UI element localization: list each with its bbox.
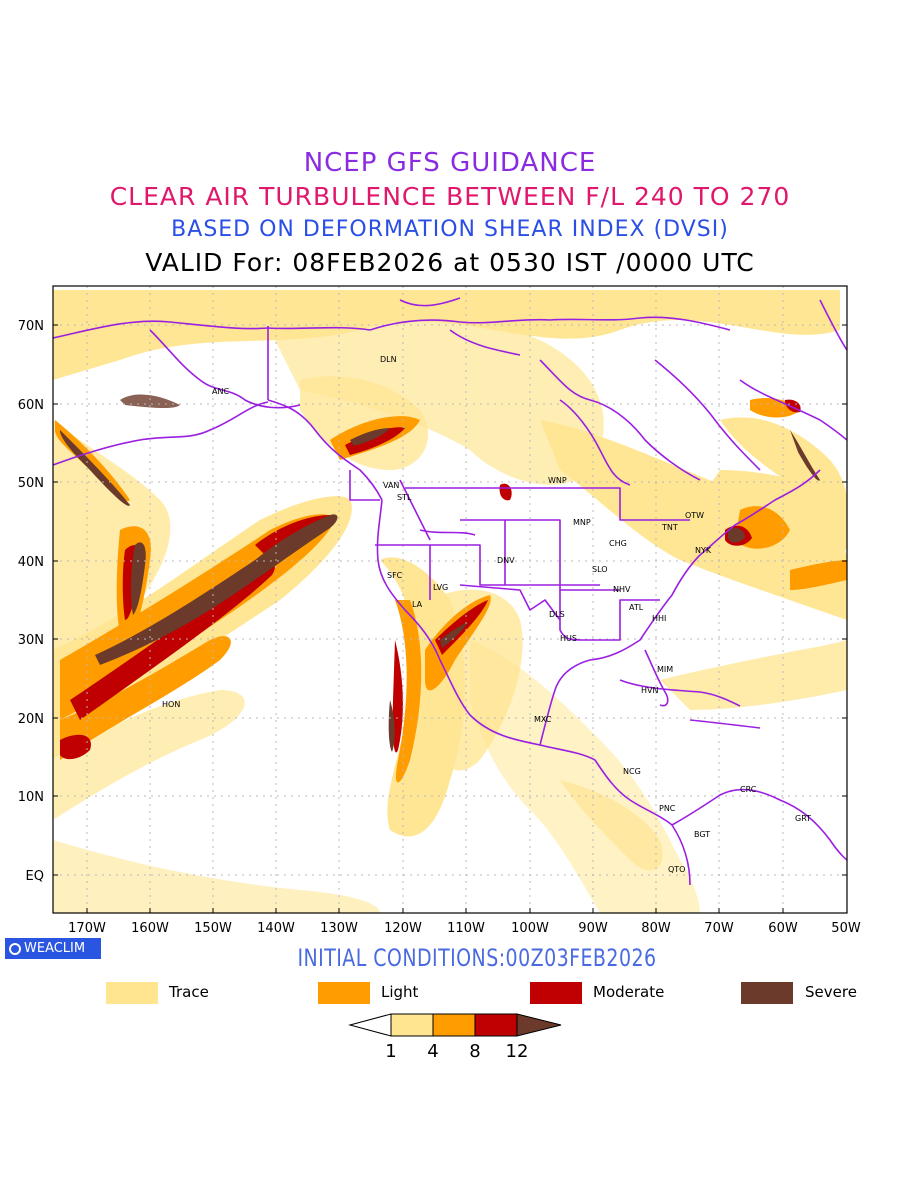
legend-label: Severe — [805, 983, 857, 1001]
station-label: NYK — [695, 546, 712, 555]
lon-label: 160W — [131, 921, 169, 936]
station-label: QTO — [668, 865, 685, 874]
station-label: SFC — [387, 571, 403, 580]
station-labels: ANC DLN VAN STL WNP MNP TNT OTW CHG NYK … — [162, 355, 811, 874]
lon-label: 70W — [704, 921, 734, 936]
lon-label: 150W — [194, 921, 232, 936]
legend-swatch — [741, 982, 793, 1004]
lat-label: EQ — [26, 869, 44, 884]
lon-label: 80W — [641, 921, 671, 936]
lat-label: 40N — [18, 555, 44, 570]
scale-below-arrow — [348, 1013, 392, 1037]
scale-light-box — [432, 1013, 476, 1037]
legend-swatch — [318, 982, 370, 1004]
scale-above-arrow — [516, 1013, 562, 1037]
lat-label: 20N — [18, 712, 44, 727]
legend-label: Light — [381, 983, 419, 1001]
badge-text: WEACLIM — [24, 941, 86, 956]
color-scale-bar — [348, 1013, 562, 1037]
lon-label: 170W — [68, 921, 106, 936]
station-label: CHG — [609, 539, 627, 548]
lon-label: 140W — [257, 921, 295, 936]
station-label: TNT — [661, 523, 678, 532]
initial-conditions: INITIAL CONDITIONS:00Z03FEB2026 — [297, 944, 657, 972]
title-parameter: CLEAR AIR TURBULENCE BETWEEN F/L 240 TO … — [109, 182, 791, 211]
title-index: BASED ON DEFORMATION SHEAR INDEX (DVSI) — [171, 217, 729, 242]
lon-label: 50W — [831, 921, 861, 936]
station-label: VAN — [383, 481, 399, 490]
scale-tick-labels: 1 4 8 12 — [385, 1041, 528, 1062]
latitude-labels: 70N 60N 50N 40N 30N 20N 10N EQ — [18, 319, 44, 884]
station-label: HON — [162, 700, 180, 709]
station-label: DLN — [380, 355, 397, 364]
severe-areas — [60, 394, 820, 752]
station-label: HVN — [641, 686, 658, 695]
lat-label: 60N — [18, 398, 44, 413]
turbulence-fields — [53, 290, 847, 913]
longitude-labels: 170W 160W 150W 140W 130W 120W 110W 100W … — [68, 921, 861, 936]
station-label: STL — [397, 493, 412, 502]
station-label: OTW — [685, 511, 704, 520]
map-frame — [52, 285, 848, 914]
scale-tick: 4 — [427, 1041, 438, 1062]
lon-label: 130W — [320, 921, 358, 936]
station-label: DNV — [497, 556, 515, 565]
weaclim-badge: WEACLIM — [5, 938, 101, 959]
lat-label: 50N — [18, 476, 44, 491]
station-label: MXC — [534, 715, 552, 724]
station-label: MIM — [657, 665, 673, 674]
scale-tick: 1 — [385, 1041, 396, 1062]
station-label: BGT — [694, 830, 710, 839]
station-label: PNC — [659, 804, 676, 813]
station-label: LVG — [433, 583, 448, 592]
coastlines — [53, 297, 847, 886]
station-label: WNP — [548, 476, 567, 485]
scale-tick: 8 — [469, 1041, 480, 1062]
lon-label: 60W — [768, 921, 798, 936]
lat-label: 70N — [18, 319, 44, 334]
lat-label: 10N — [18, 790, 44, 805]
legend-label: Moderate — [593, 983, 665, 1001]
station-label: CRC — [740, 785, 757, 794]
station-label: LA — [412, 600, 423, 609]
axis-ticks — [53, 324, 847, 913]
lon-label: 120W — [384, 921, 422, 936]
scale-moderate-box — [474, 1013, 518, 1037]
station-label: DLS — [549, 610, 565, 619]
lat-label: 30N — [18, 633, 44, 648]
station-label: SLO — [592, 565, 608, 574]
station-label: MNP — [573, 518, 591, 527]
station-label: GRT — [795, 814, 811, 823]
scale-tick: 12 — [506, 1041, 529, 1062]
lon-label: 110W — [447, 921, 485, 936]
title-product: NCEP GFS GUIDANCE — [303, 148, 597, 178]
legend-swatch — [106, 982, 158, 1004]
lon-label: 90W — [578, 921, 608, 936]
station-label: NCG — [623, 767, 641, 776]
weaclim-logo-icon — [9, 943, 21, 955]
station-label: HUS — [560, 634, 577, 643]
title-valid-time: VALID For: 08FEB2026 at 0530 IST /0000 U… — [145, 248, 755, 277]
station-label: NHV — [613, 585, 631, 594]
station-label: HHI — [652, 614, 666, 623]
lon-label: 100W — [511, 921, 549, 936]
station-label: ANC — [212, 387, 229, 396]
legend-label: Trace — [169, 983, 209, 1001]
station-label: ATL — [629, 603, 644, 612]
legend-swatch — [530, 982, 582, 1004]
scale-trace-box — [390, 1013, 434, 1037]
